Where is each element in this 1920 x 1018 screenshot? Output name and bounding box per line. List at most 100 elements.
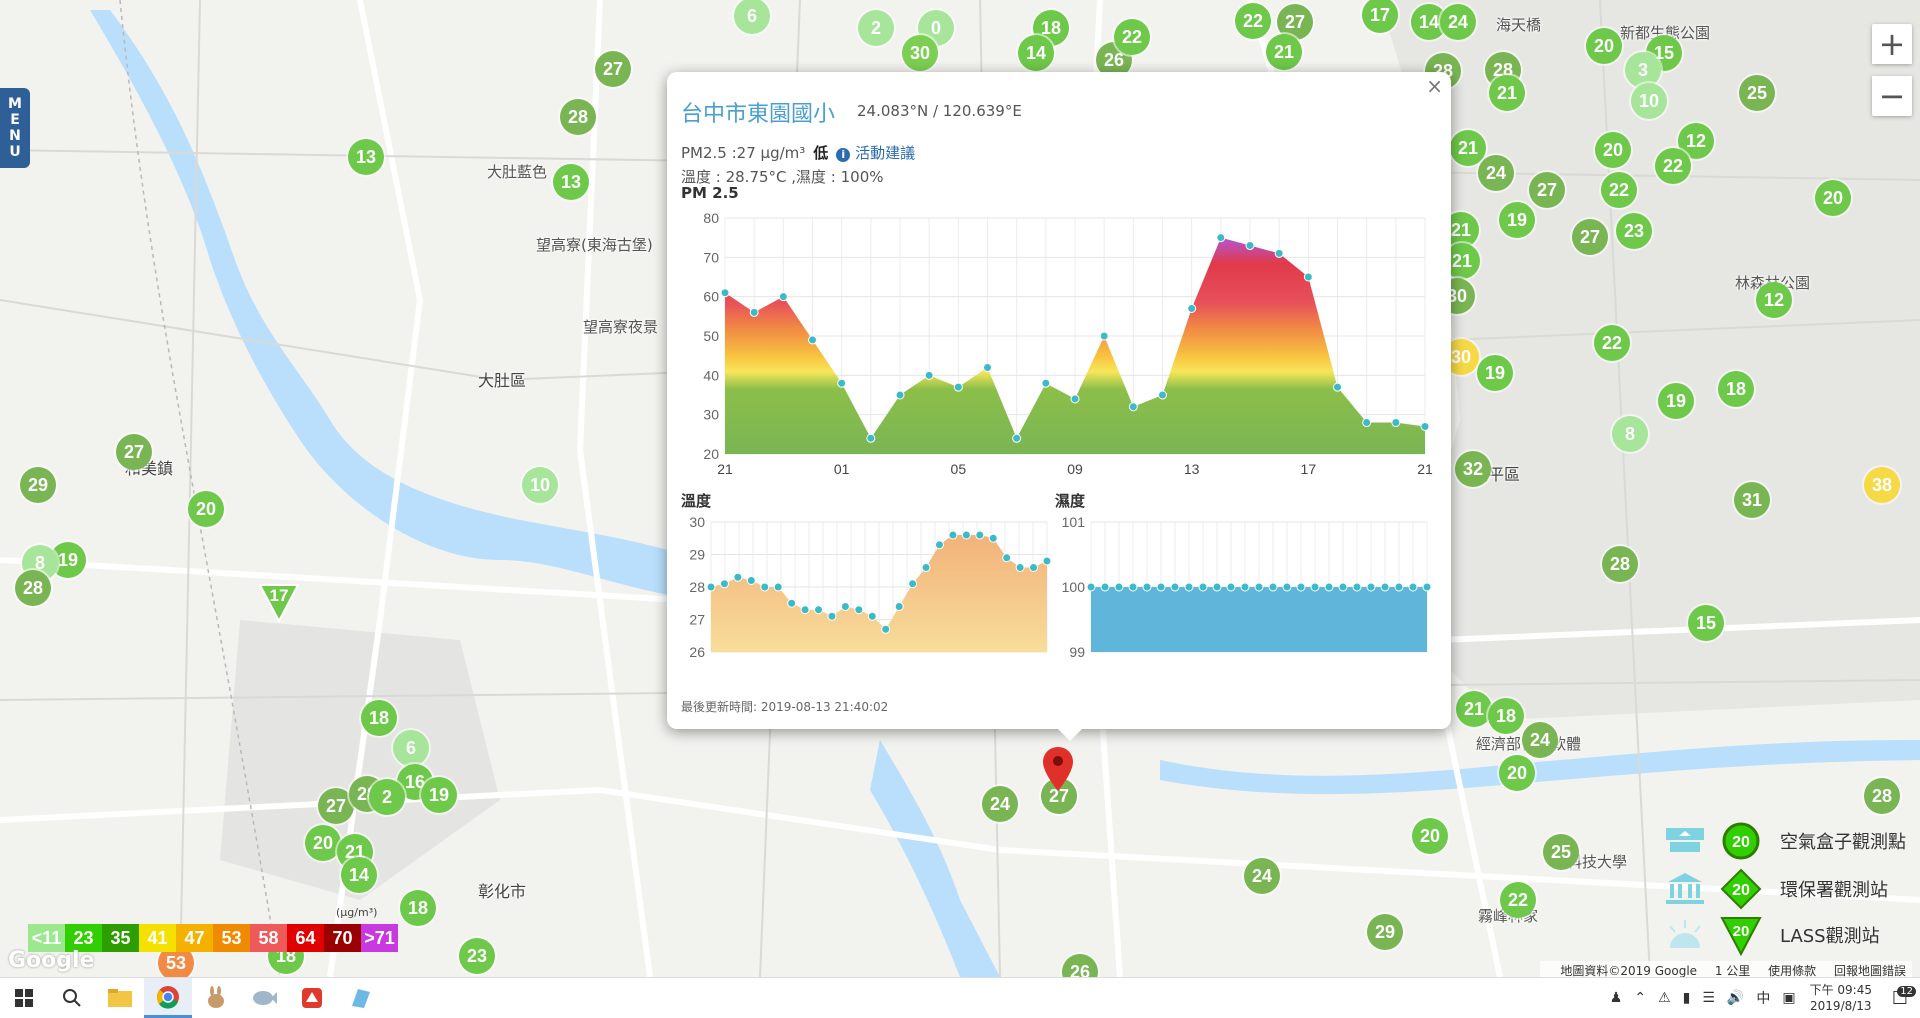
airbox-marker[interactable]: 14	[341, 857, 377, 893]
airbox-marker[interactable]: 21	[1266, 34, 1302, 70]
airbox-marker[interactable]: 23	[459, 938, 495, 974]
selected-station-marker[interactable]: 27	[1041, 778, 1077, 814]
volume-icon[interactable]: 🔊	[1726, 990, 1745, 1006]
search-icon[interactable]	[48, 978, 96, 1018]
airbox-marker[interactable]: 27	[318, 788, 354, 824]
chevron-up-icon[interactable]: ⌃	[1634, 990, 1647, 1006]
airbox-marker[interactable]: 17	[1362, 0, 1398, 33]
airbox-marker[interactable]: 22	[1114, 19, 1150, 55]
airbox-marker[interactable]: 28	[1602, 546, 1638, 582]
app-icon-rabbit[interactable]	[192, 978, 240, 1018]
airbox-marker[interactable]: 22	[1601, 172, 1637, 208]
zoom-in-button[interactable]: +	[1872, 24, 1912, 64]
report-error-link[interactable]: 回報地圖錯誤	[1833, 964, 1906, 978]
airbox-marker[interactable]: 6	[393, 730, 429, 766]
data-point	[733, 572, 743, 582]
airbox-marker[interactable]: 28	[560, 99, 596, 135]
file-explorer-icon[interactable]	[96, 978, 144, 1018]
airbox-marker[interactable]: 22	[1655, 148, 1691, 184]
airbox-marker[interactable]: 20	[1412, 818, 1448, 854]
ime-indicator[interactable]: 中	[1756, 991, 1771, 1007]
airbox-marker[interactable]: 25	[1739, 75, 1775, 111]
airbox-marker[interactable]: 27	[116, 434, 152, 470]
airbox-marker[interactable]: 20	[188, 491, 224, 527]
airbox-marker[interactable]: 18	[400, 890, 436, 926]
airbox-marker[interactable]: 19	[1499, 202, 1535, 238]
airbox-marker[interactable]: 18	[1718, 371, 1754, 407]
airbox-marker[interactable]: 3	[1625, 52, 1661, 88]
airbox-marker[interactable]: 21	[1456, 691, 1492, 727]
airbox-marker[interactable]: 30	[902, 35, 938, 71]
network-icon[interactable]: ☰	[1702, 990, 1715, 1006]
airbox-marker[interactable]: 23	[1616, 213, 1652, 249]
ime-icon[interactable]: ▣	[1782, 990, 1796, 1006]
airbox-marker[interactable]: 18	[1488, 698, 1524, 734]
airbox-marker[interactable]: 13	[553, 164, 589, 200]
chrome-icon[interactable]	[144, 978, 192, 1018]
airbox-marker[interactable]: 13	[348, 139, 384, 175]
airbox-marker[interactable]: 19	[421, 777, 457, 813]
system-clock[interactable]: 下午 09:45 2019/8/13	[1810, 982, 1872, 1014]
notification-center-icon[interactable]: ☐ 12	[1880, 985, 1920, 1009]
airbox-marker[interactable]: 10	[522, 467, 558, 503]
airbox-marker[interactable]: 20	[1499, 755, 1535, 791]
airbox-marker[interactable]: 19	[1477, 355, 1513, 391]
airbox-marker[interactable]: 20	[1815, 180, 1851, 216]
airbox-marker[interactable]: 6	[734, 0, 770, 34]
airbox-marker[interactable]: 26	[1062, 954, 1098, 977]
airbox-marker[interactable]: 27	[1529, 172, 1565, 208]
airbox-marker[interactable]: 20	[305, 825, 341, 861]
airbox-marker[interactable]: 15	[1688, 605, 1724, 641]
airbox-marker[interactable]: 14	[1018, 35, 1054, 71]
app-icon-blue[interactable]	[336, 978, 384, 1018]
airbox-marker[interactable]: 24	[1478, 155, 1514, 191]
airbox-marker[interactable]: 8	[1612, 416, 1648, 452]
data-point	[988, 533, 998, 543]
airbox-marker[interactable]: 27	[1277, 4, 1313, 40]
terms-link[interactable]: 使用條款	[1768, 964, 1817, 978]
airbox-marker[interactable]: 21	[1450, 130, 1486, 166]
people-icon[interactable]: ♟	[1609, 990, 1623, 1006]
close-icon[interactable]: ×	[1426, 74, 1443, 98]
airbox-marker[interactable]: 24	[1440, 4, 1476, 40]
airbox-marker[interactable]: 21	[1489, 75, 1525, 111]
airbox-marker[interactable]: 24	[1244, 858, 1280, 894]
airbox-marker[interactable]: 32	[1455, 451, 1491, 487]
airbox-marker[interactable]: 10	[1631, 83, 1667, 119]
airbox-marker[interactable]: 22	[1500, 882, 1536, 918]
airbox-marker[interactable]: 24	[1522, 722, 1558, 758]
selected-location-pin-icon[interactable]	[1041, 745, 1075, 793]
airbox-marker[interactable]: 28	[15, 570, 51, 606]
security-icon[interactable]: ⚠	[1658, 990, 1671, 1006]
airbox-marker[interactable]: 25	[1543, 834, 1579, 870]
data-point	[1128, 402, 1138, 412]
battery-icon[interactable]: ▮	[1682, 990, 1691, 1006]
airbox-marker[interactable]: 24	[982, 786, 1018, 822]
airbox-marker[interactable]: 19	[1658, 383, 1694, 419]
zoom-out-button[interactable]: −	[1872, 76, 1912, 116]
airbox-marker[interactable]: 12	[1756, 282, 1792, 318]
airbox-marker[interactable]: 22	[1594, 325, 1630, 361]
airbox-marker[interactable]: 29	[20, 467, 56, 503]
airbox-marker[interactable]: 27	[595, 51, 631, 87]
windows-start-icon[interactable]	[0, 978, 48, 1018]
airbox-marker[interactable]: 2	[369, 779, 405, 815]
airbox-marker[interactable]: 28	[1864, 778, 1900, 814]
activity-advice-link[interactable]: i 活動建議	[836, 144, 915, 162]
airbox-marker[interactable]: 27	[1572, 219, 1608, 255]
app-icon-red[interactable]	[288, 978, 336, 1018]
airbox-marker[interactable]: 2	[858, 10, 894, 46]
airbox-marker[interactable]: 31	[1734, 482, 1770, 518]
airbox-marker[interactable]: 29	[1367, 914, 1403, 950]
y-tick-label: 30	[703, 407, 719, 423]
app-icon-fish[interactable]	[240, 978, 288, 1018]
airbox-marker[interactable]: 22	[1235, 3, 1271, 39]
lass-station-marker[interactable]: 17	[258, 583, 300, 623]
airbox-marker[interactable]: 18	[361, 700, 397, 736]
data-point	[867, 611, 877, 621]
last-updated: 最後更新時間: 2019-08-13 21:40:02	[681, 700, 889, 714]
airbox-marker[interactable]: 38	[1864, 467, 1900, 503]
airbox-marker[interactable]: 20	[1595, 132, 1631, 168]
airbox-marker[interactable]: 20	[1586, 28, 1622, 64]
